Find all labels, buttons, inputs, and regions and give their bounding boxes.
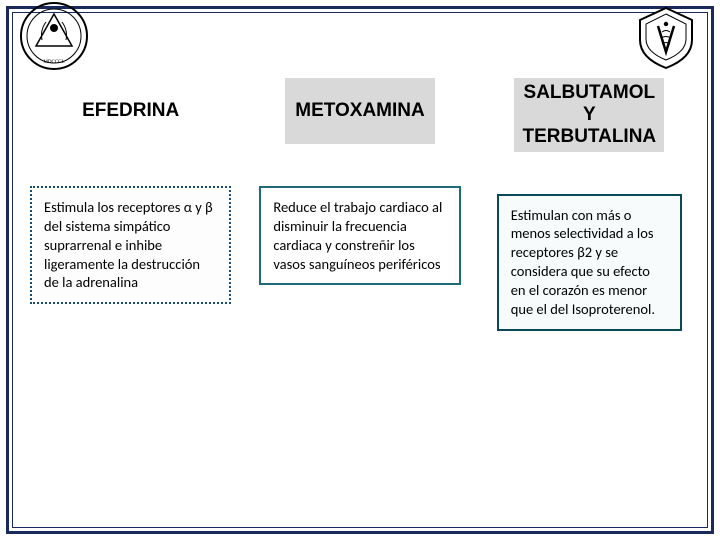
column-salbutamol: SALBUTAMOL Y TERBUTALINA Estimulan con m… (489, 78, 690, 331)
logo-left: MDCCCL (18, 0, 90, 72)
svg-text:MDCCCL: MDCCCL (43, 60, 64, 65)
content-grid: EFEDRINA Estimula los receptores α y β d… (30, 78, 690, 331)
column-title: EFEDRINA (76, 78, 185, 144)
column-metoxamina: METOXAMINA Reduce el trabajo cardiaco al… (259, 78, 460, 331)
description-box: Estimulan con más o menos selectividad a… (497, 194, 682, 331)
description-box: Reduce el trabajo cardiaco al disminuir … (259, 186, 460, 285)
logo-right (630, 2, 702, 74)
description-box: Estimula los receptores α y β del sistem… (30, 186, 231, 304)
column-efedrina: EFEDRINA Estimula los receptores α y β d… (30, 78, 231, 331)
column-title: SALBUTAMOL Y TERBUTALINA (514, 78, 664, 152)
column-title: METOXAMINA (285, 78, 434, 144)
